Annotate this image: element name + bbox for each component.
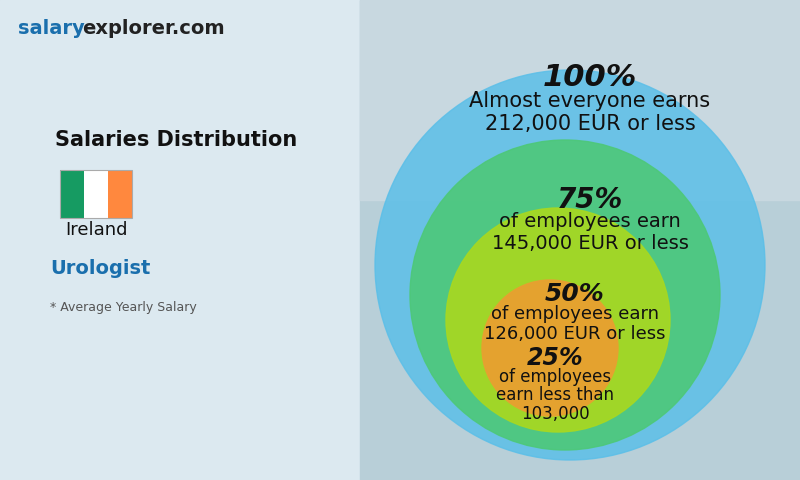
Text: Ireland: Ireland bbox=[65, 221, 127, 239]
Text: 75%: 75% bbox=[557, 186, 623, 214]
Bar bbox=[108, 170, 132, 218]
Text: 100%: 100% bbox=[543, 63, 637, 93]
Circle shape bbox=[375, 70, 765, 460]
Text: Urologist: Urologist bbox=[50, 259, 150, 277]
Text: Almost everyone earns: Almost everyone earns bbox=[470, 91, 710, 111]
Text: 145,000 EUR or less: 145,000 EUR or less bbox=[491, 234, 689, 253]
Text: explorer.com: explorer.com bbox=[82, 19, 225, 37]
Text: 103,000: 103,000 bbox=[521, 405, 590, 423]
Bar bbox=[0, 0, 360, 480]
Text: 25%: 25% bbox=[526, 346, 583, 370]
Text: 212,000 EUR or less: 212,000 EUR or less bbox=[485, 115, 695, 134]
Text: 126,000 EUR or less: 126,000 EUR or less bbox=[484, 325, 666, 343]
Circle shape bbox=[482, 280, 618, 416]
Bar bbox=[84, 170, 108, 218]
Text: 50%: 50% bbox=[545, 282, 605, 306]
Bar bbox=[360, 0, 800, 200]
Bar bbox=[60, 170, 132, 218]
Circle shape bbox=[410, 140, 720, 450]
Text: of employees earn: of employees earn bbox=[499, 212, 681, 231]
Text: salary: salary bbox=[18, 19, 85, 37]
Circle shape bbox=[446, 208, 670, 432]
Text: earn less than: earn less than bbox=[496, 386, 614, 404]
Text: * Average Yearly Salary: * Average Yearly Salary bbox=[50, 301, 197, 314]
Text: of employees: of employees bbox=[499, 368, 611, 385]
Text: Salaries Distribution: Salaries Distribution bbox=[55, 130, 298, 150]
Bar bbox=[360, 0, 800, 480]
Bar bbox=[60, 170, 84, 218]
Text: of employees earn: of employees earn bbox=[491, 305, 659, 323]
